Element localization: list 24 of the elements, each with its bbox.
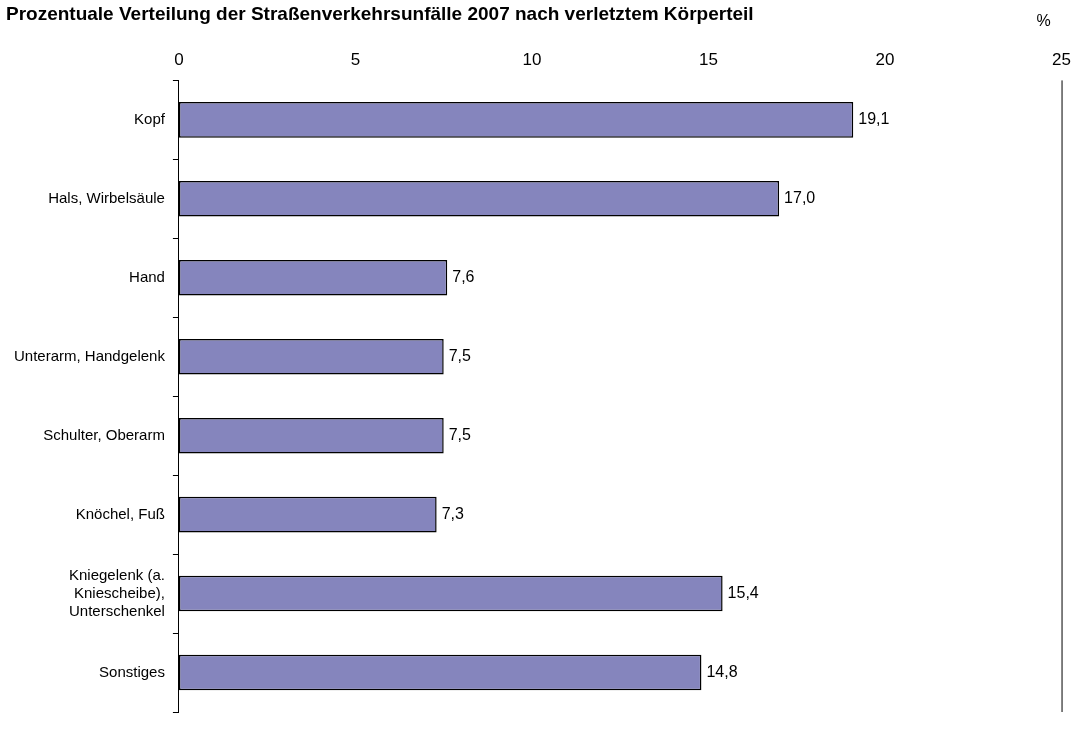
chart-title: Prozentuale Verteilung der Straßenverkehrsunfälle 2007 nach verletztem Körperteil <box>6 2 755 25</box>
data-label: 19,1 <box>858 110 890 128</box>
y-tick-label: Hand <box>129 267 165 285</box>
y-tick-label: Kniegelenk (a. Kniescheibe), Unterschenkel <box>69 565 165 619</box>
y-tick-label: Kopf <box>134 110 166 128</box>
data-label: 7,5 <box>448 347 472 365</box>
data-label: 7,5 <box>448 426 472 444</box>
y-tick-label: Knöchel, Fuß <box>75 504 165 522</box>
y-tick-label: Unterarm, Handgelenk <box>13 346 166 364</box>
x-axis-title: % <box>1036 12 1051 30</box>
x-tick-label: 25 <box>1052 49 1072 69</box>
data-label: 17,0 <box>784 189 816 207</box>
x-tick-label: 0 <box>174 49 184 69</box>
x-tick-label: 20 <box>875 49 895 69</box>
data-label: 7,3 <box>441 505 464 523</box>
data-label: 15,4 <box>727 583 759 601</box>
data-label: 7,6 <box>452 268 475 286</box>
y-tick-label: Schulter, Oberarm <box>43 425 165 443</box>
data-label: 14,8 <box>706 662 738 680</box>
x-tick-label: 10 <box>522 49 542 69</box>
x-tick-label: 15 <box>699 49 718 69</box>
y-tick-label: Sonstiges <box>99 662 165 680</box>
x-tick-label: 5 <box>350 49 361 69</box>
y-tick-label: Hals, Wirbelsäule <box>48 188 165 206</box>
